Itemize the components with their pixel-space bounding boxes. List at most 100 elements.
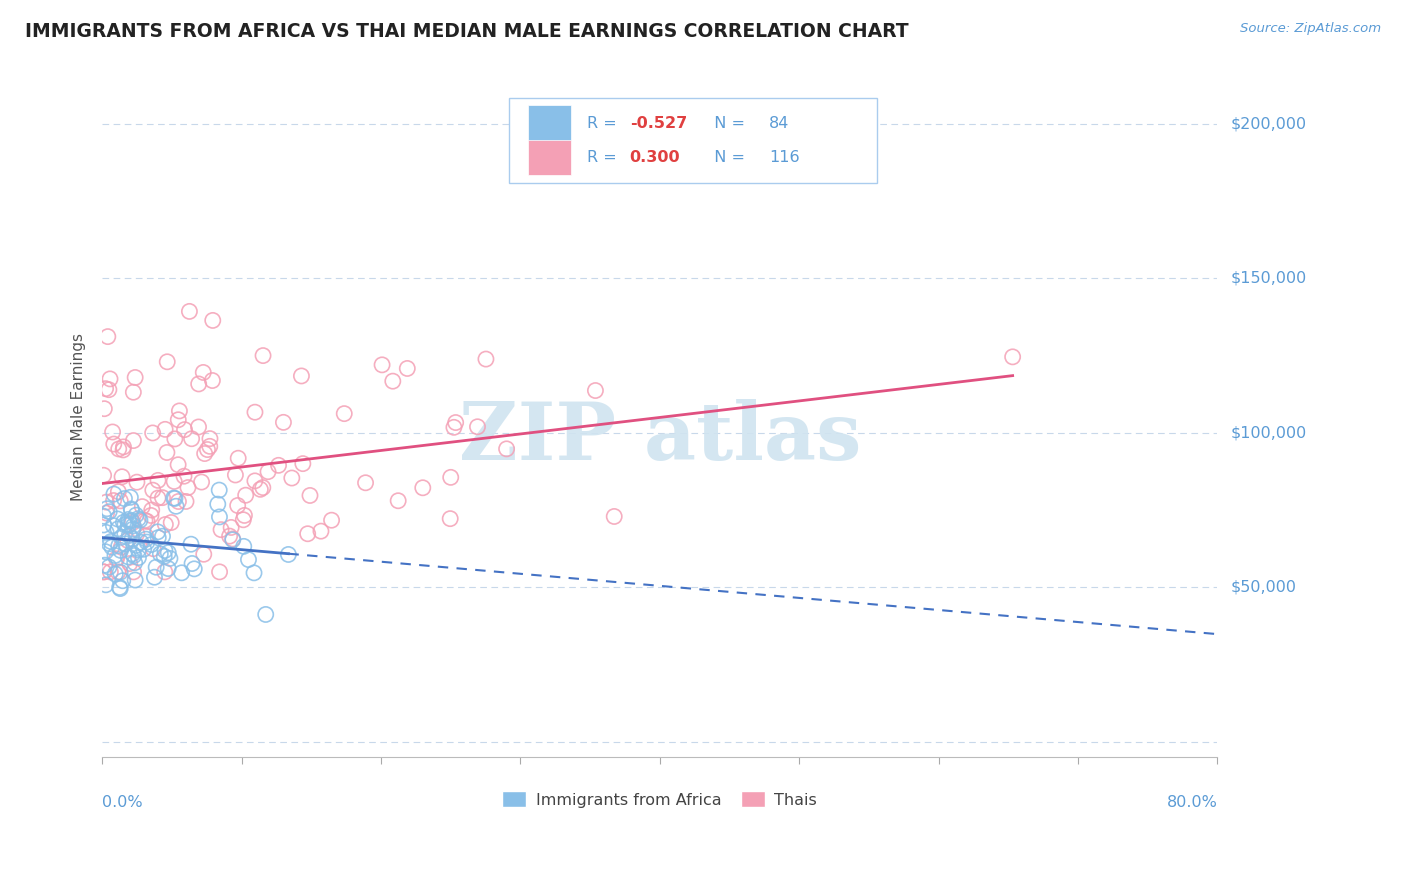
Point [381, 374, 404, 388]
Text: 0.300: 0.300 [630, 150, 681, 165]
Point [120, 491, 142, 505]
Point [104, 549, 127, 563]
Text: N =: N = [704, 150, 751, 165]
Point [117, 518, 139, 533]
Point [124, 370, 146, 384]
Point [198, 439, 221, 453]
Point [201, 374, 224, 388]
Point [117, 549, 139, 564]
Point [321, 513, 343, 527]
Point [252, 349, 274, 363]
Text: -0.527: -0.527 [630, 116, 688, 130]
Point [107, 565, 129, 579]
Point [142, 483, 165, 498]
Text: R =: R = [588, 150, 623, 165]
Point [153, 422, 176, 436]
Point [122, 434, 145, 448]
Point [96, 506, 118, 520]
Point [146, 491, 169, 505]
Point [152, 529, 174, 543]
Point [180, 537, 202, 551]
Point [117, 512, 139, 526]
Point [122, 522, 145, 536]
Point [224, 467, 246, 482]
Point [110, 494, 132, 508]
Point [145, 560, 167, 574]
Point [121, 514, 143, 528]
Point [114, 537, 136, 551]
Point [193, 547, 215, 561]
Point [222, 533, 245, 547]
Point [267, 458, 290, 473]
Point [127, 511, 149, 525]
Point [153, 549, 176, 564]
Point [125, 538, 148, 552]
Point [97, 383, 120, 397]
Text: Source: ZipAtlas.com: Source: ZipAtlas.com [1240, 22, 1381, 36]
Point [114, 526, 136, 541]
Point [475, 352, 498, 367]
Point [167, 494, 190, 508]
Point [170, 566, 193, 580]
Point [122, 565, 145, 579]
Point [142, 425, 165, 440]
Point [243, 566, 266, 580]
Point [93, 565, 115, 579]
Point [354, 475, 377, 490]
Point [183, 562, 205, 576]
Point [290, 368, 312, 383]
Point [156, 445, 179, 459]
Point [257, 465, 280, 479]
Point [108, 581, 131, 595]
Point [110, 540, 132, 554]
Point [127, 550, 149, 565]
Point [243, 474, 266, 488]
Point [157, 561, 180, 575]
Point [98, 505, 121, 519]
Point [207, 497, 229, 511]
Point [93, 468, 115, 483]
Text: $50,000: $50,000 [1230, 580, 1296, 595]
Point [173, 423, 195, 437]
Point [112, 516, 135, 530]
Point [127, 543, 149, 558]
Point [148, 531, 170, 545]
Point [273, 415, 295, 429]
Point [114, 517, 136, 532]
Point [98, 372, 121, 386]
Point [387, 493, 409, 508]
Point [103, 487, 125, 501]
Point [309, 524, 332, 538]
Point [159, 551, 181, 566]
Point [467, 419, 489, 434]
Text: $200,000: $200,000 [1230, 116, 1306, 131]
Point [254, 607, 277, 622]
Point [187, 376, 209, 391]
Point [121, 547, 143, 561]
Bar [529, 105, 571, 141]
Point [177, 481, 200, 495]
Point [209, 523, 232, 537]
Point [96, 495, 118, 509]
Text: R =: R = [588, 116, 623, 130]
Point [163, 475, 186, 489]
Point [169, 404, 191, 418]
Point [117, 533, 139, 548]
Point [222, 532, 245, 546]
Point [114, 491, 136, 506]
Point [93, 565, 115, 579]
Point [98, 560, 121, 574]
Point [198, 432, 221, 446]
Point [125, 508, 148, 523]
Point [146, 524, 169, 539]
Point [249, 483, 271, 497]
Point [125, 526, 148, 541]
Point [118, 557, 141, 571]
Point [105, 551, 128, 566]
Point [165, 500, 187, 514]
Point [149, 547, 172, 561]
Point [297, 526, 319, 541]
Point [180, 432, 202, 446]
Point [136, 535, 159, 549]
Point [444, 416, 467, 430]
